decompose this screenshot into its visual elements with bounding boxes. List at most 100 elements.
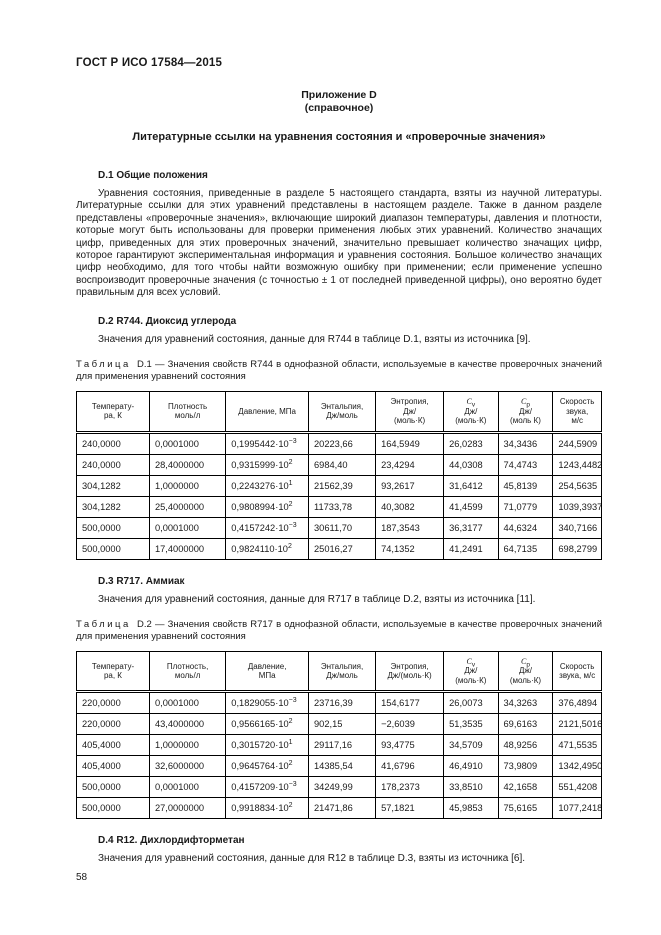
table-cell: 551,4208 (552, 776, 602, 799)
table-cell: 69,6163 (497, 713, 554, 736)
table-cell: 376,4894 (552, 691, 602, 715)
table-cell: 254,5635 (552, 474, 602, 497)
table-caption-id: D.2 (137, 618, 152, 630)
table-cell: 28,4000000 (148, 453, 227, 476)
table-cell: 178,2373 (375, 776, 445, 799)
table-cell: 34,5709 (443, 734, 499, 757)
table-caption-text: — Значения свойств R717 в однофазной обл… (76, 618, 603, 642)
table-caption-text: — Значения свойств R744 в однофазной обл… (76, 359, 603, 383)
table-cell: 20223,66 (307, 431, 377, 455)
section-heading-d4: D.4 R12. Дихлордифторметан (98, 835, 245, 847)
table-cell: 21471,86 (307, 797, 377, 820)
table-cell: 0,0001000 (148, 431, 227, 455)
table-cell: 93,2617 (375, 474, 445, 497)
table-cell: 57,1821 (375, 797, 445, 820)
table-cell: 23,4294 (375, 453, 445, 476)
table-cell: 11733,78 (307, 495, 377, 518)
table-cell: 26,0073 (443, 691, 499, 715)
table-cell: 64,7135 (497, 537, 554, 560)
section-body-d4: Значения для уравнений состояния, данные… (98, 853, 526, 865)
table-cell: 187,3543 (375, 516, 445, 539)
table-cell: 164,5949 (375, 431, 445, 455)
table-row: 304,1282 1,0000000 0,2243276·101 21562,39 93… (76, 474, 602, 497)
table-cell: 51,3535 (443, 713, 499, 736)
table-cell: 244,5909 (552, 431, 602, 455)
properties-table-d1: Температу-ра, К Плотность моль/л Давление, … (76, 391, 602, 560)
table-cell: 500,0000 (76, 516, 150, 539)
table-cell: 33,8510 (443, 776, 499, 799)
table-cell: 25,4000000 (148, 495, 227, 518)
table-row: 220,0000 0,0001000 0,1829055·10−3 23716,39 1… (76, 691, 602, 715)
table-cell: 14385,54 (307, 755, 377, 778)
table-cell: 500,0000 (76, 537, 150, 560)
table-cell: 45,9853 (443, 797, 499, 820)
table-cell: 304,1282 (76, 474, 150, 497)
table-cell: 41,6796 (375, 755, 445, 778)
table-header-row: Температу-ра, К Плотность моль/л Давление, … (76, 391, 602, 434)
table-row: 240,0000 28,4000000 0,9315999·102 6984,40 23… (76, 453, 602, 476)
table-cell: 31,6412 (443, 474, 499, 497)
table-cell: 42,1658 (497, 776, 554, 799)
section-heading-d1: D.1 Общие положения (98, 170, 208, 181)
table-cell: 25016,27 (307, 537, 377, 560)
table-cell: 240,0000 (76, 431, 150, 455)
table-cell: 93,4775 (375, 734, 445, 757)
table-cell: 23716,39 (307, 691, 377, 715)
section-body-d3: Значения для уравнений состояния, данные… (98, 593, 536, 605)
table-cell: 1243,4482 (552, 453, 602, 476)
table-row: 220,0000 43,4000000 0,9566165·102 902,15 −2,… (76, 713, 602, 736)
table-cell: 0,4157209·10−3 (225, 776, 309, 799)
table-cell: 500,0000 (76, 797, 150, 820)
table-cell: 340,7166 (552, 516, 602, 539)
table-cell: 304,1282 (76, 495, 150, 518)
table-cell: 36,3177 (443, 516, 499, 539)
table-cell: 0,1995442·10−3 (225, 431, 309, 455)
table-cell: 32,6000000 (148, 755, 227, 778)
table-cell: 0,0001000 (148, 691, 227, 715)
page-content: ГОСТ Р ИСО 17584—2015 Приложение D (спра… (76, 0, 602, 866)
table-cell: 34,3263 (497, 691, 554, 715)
table-row: 500,0000 27,0000000 0,9918834·102 21471,86 5… (76, 797, 602, 820)
table-cell: 6984,40 (307, 453, 377, 476)
table-cell: 41,4599 (443, 495, 499, 518)
column-header: Cv Дж/(моль·К) (443, 650, 499, 694)
table-cell: 73,9809 (497, 755, 554, 778)
table-cell: 220,0000 (76, 691, 150, 715)
table-cell: 500,0000 (76, 776, 150, 799)
table-row: 304,1282 25,4000000 0,9808994·102 11733,78 4… (76, 495, 602, 518)
table-cell: 0,9918834·102 (225, 797, 309, 820)
table-cell: 220,0000 (76, 713, 150, 736)
column-header: Давление, МПа (225, 650, 309, 694)
table-cell: 29117,16 (307, 734, 377, 757)
table-cell: 75,6165 (497, 797, 554, 820)
section-heading-d2: D.2 R744. Диоксид углерода (98, 315, 237, 327)
table-cell: 34249,99 (307, 776, 377, 799)
table-cell: 1,0000000 (148, 474, 227, 497)
table-cell: 40,3082 (375, 495, 445, 518)
table-cell: 0,9645764·102 (225, 755, 309, 778)
column-header: Плотность моль/л (148, 391, 227, 434)
table-cell: 44,0308 (443, 453, 499, 476)
table-cell: 0,1829055·10−3 (225, 691, 309, 715)
table-cell: 21562,39 (307, 474, 377, 497)
table-row: 500,0000 17,4000000 0,9824110·102 25016,27 7… (76, 537, 602, 560)
table-caption-id: D.1 (137, 359, 152, 371)
table-cell: 45,8139 (497, 474, 554, 497)
table-cell: 902,15 (307, 713, 377, 736)
section-body-d2: Значения для уравнений состояния, данные… (98, 333, 531, 345)
section-body-d1: Уравнения состояния, приведенные в разде… (76, 188, 602, 299)
table-cell: 44,6324 (497, 516, 554, 539)
table-cell: 1,0000000 (148, 734, 227, 757)
table-cell: 26,0283 (443, 431, 499, 455)
annex-heading: Приложение D (справочное) (76, 89, 602, 115)
table-cell: 0,2243276·101 (225, 474, 309, 497)
table-cell: 46,4910 (443, 755, 499, 778)
table-cell: 0,9824110·102 (225, 537, 309, 560)
column-header: Температу-ра, К (76, 391, 150, 434)
column-header: Скорость звука, м/с (552, 650, 602, 694)
table-cell: 74,4743 (497, 453, 554, 476)
table-cell: 74,1352 (375, 537, 445, 560)
table-cell: 41,2491 (443, 537, 499, 560)
table-cell: 240,0000 (76, 453, 150, 476)
